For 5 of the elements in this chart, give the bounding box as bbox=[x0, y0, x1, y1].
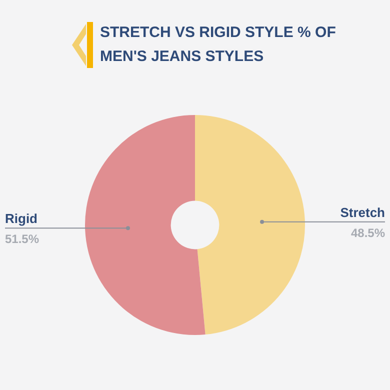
data-label: 48.5% bbox=[350, 226, 386, 240]
chart-title: STRETCH VS RIGID STYLE % OF MEN'S JEANS STYLES bbox=[100, 23, 337, 67]
slice-label: Rigid bbox=[5, 211, 38, 226]
slice-label: Stretch bbox=[340, 204, 386, 220]
data-label: 51.5% bbox=[5, 232, 40, 246]
